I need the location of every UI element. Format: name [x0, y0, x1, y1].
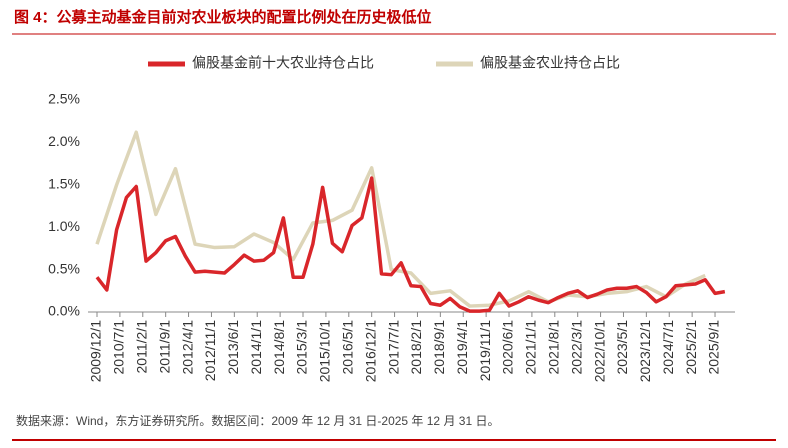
x-tick-label: 2009/12/1 [88, 320, 104, 382]
source-note: 数据来源：Wind，东方证券研究所。数据区间：2009 年 12 月 31 日-… [16, 413, 499, 428]
x-tick-label: 2020/6/1 [500, 320, 516, 375]
x-tick-label: 2019/11/1 [477, 320, 493, 381]
x-tick-label: 2024/7/1 [660, 320, 676, 375]
x-tick-label: 2015/10/1 [317, 320, 333, 382]
x-tick-label: 2021/1/1 [523, 320, 539, 375]
x-tick-label: 2016/12/1 [362, 320, 378, 382]
x-tick-label: 2011/2/1 [133, 320, 149, 374]
legend-label: 偏股基金农业持仓占比 [480, 55, 620, 71]
x-tick-label: 2022/10/1 [591, 320, 607, 382]
y-tick-label: 2.0% [48, 133, 80, 149]
series-line [95, 176, 726, 313]
x-tick-label: 2014/8/1 [271, 320, 287, 375]
y-tick-label: 1.0% [48, 218, 80, 234]
x-tick-label: 2022/3/1 [568, 320, 584, 375]
x-tick-label: 2015/3/1 [294, 320, 310, 375]
x-tick-label: 2013/6/1 [225, 320, 241, 375]
legend-label: 偏股基金前十大农业持仓占比 [192, 55, 374, 71]
x-tick-label: 2019/4/1 [454, 320, 470, 375]
x-tick-label: 2025/2/1 [683, 320, 699, 375]
x-tick-label: 2012/4/1 [179, 320, 195, 375]
y-tick-label: 0.0% [48, 303, 80, 319]
x-tick-label: 2021/8/1 [546, 320, 562, 375]
y-tick-label: 1.5% [48, 176, 80, 192]
x-tick-label: 2017/7/1 [385, 320, 401, 375]
x-tick-label: 2025/9/1 [706, 320, 722, 375]
x-tick-label: 2014/1/1 [248, 320, 264, 375]
x-tick-label: 2023/5/1 [614, 320, 630, 375]
x-tick-label: 2016/5/1 [339, 320, 355, 375]
x-tick-label: 2011/9/1 [156, 320, 172, 374]
x-tick-label: 2010/7/1 [111, 320, 127, 375]
series-line [95, 130, 706, 308]
chart-title: 图 4：公募主动基金目前对农业板块的配置比例处在历史极低位 [14, 8, 432, 26]
x-tick-label: 2012/11/1 [202, 320, 218, 381]
y-tick-label: 2.5% [48, 91, 80, 107]
x-tick-label: 2018/9/1 [431, 320, 447, 375]
x-tick-label: 2023/12/1 [637, 320, 653, 382]
x-tick-label: 2018/2/1 [408, 320, 424, 375]
y-tick-label: 0.5% [48, 260, 80, 276]
